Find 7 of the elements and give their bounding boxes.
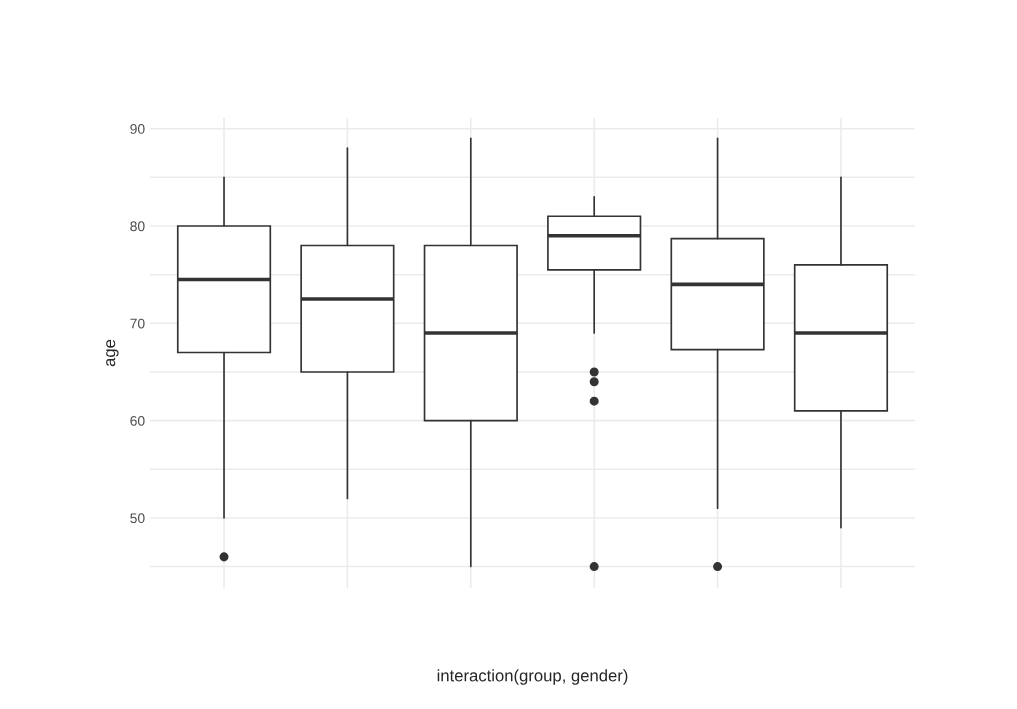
y-tick-label: 50 (130, 513, 145, 524)
y-tick-label: 60 (130, 415, 145, 426)
y-tick-label: 70 (130, 318, 145, 329)
y-axis-title: age (106, 339, 119, 367)
y-tick-label: 80 (130, 221, 145, 232)
y-tick-label: 90 (130, 124, 145, 134)
x-axis-title: interaction(group, gender) (437, 669, 628, 685)
